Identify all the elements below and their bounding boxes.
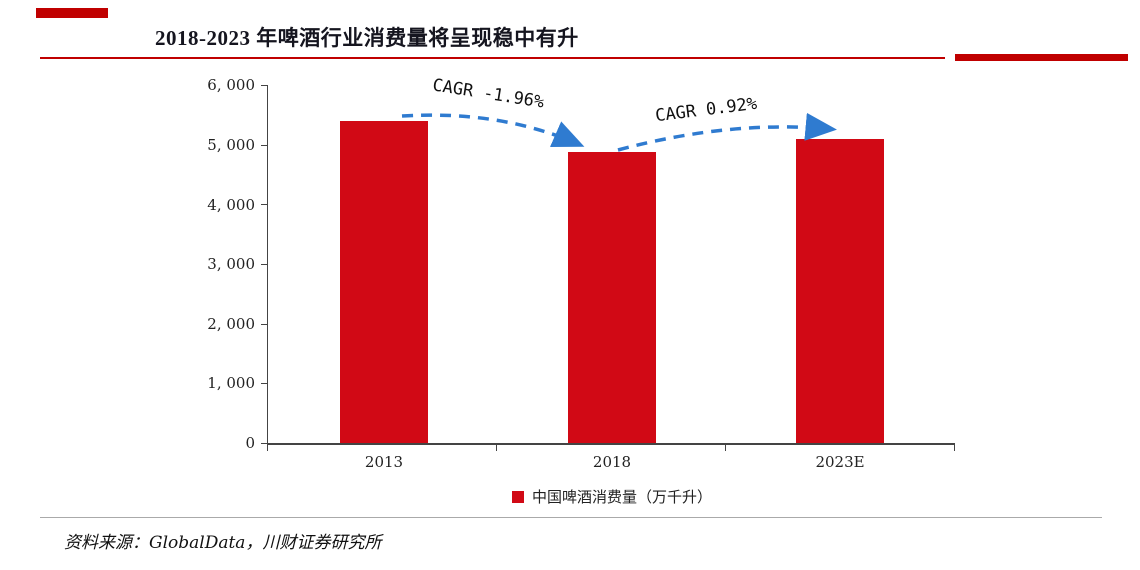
footer-divider [40, 517, 1102, 518]
x-tick-label: 2018 [592, 453, 632, 471]
y-axis-tick [261, 145, 267, 146]
bar-2013 [340, 121, 428, 443]
chart-legend: 中国啤酒消费量（万千升） [268, 486, 956, 507]
legend-label: 中国啤酒消费量（万千升） [531, 489, 712, 506]
page-title: 2018-2023 年啤酒行业消费量将呈现稳中有升 [155, 26, 579, 50]
x-axis-tick [267, 445, 268, 451]
x-axis-tick [954, 445, 955, 451]
x-axis-tick [496, 445, 497, 451]
cagr-annotation-2: CAGR 0.92% [654, 93, 759, 127]
cagr-arrow-1 [401, 113, 585, 148]
decorative-red-bar [36, 8, 108, 18]
bar-2018 [568, 152, 656, 443]
legend-swatch [511, 490, 524, 503]
y-axis-tick [261, 85, 267, 86]
y-tick-label: 4, 000 [207, 196, 255, 214]
y-tick-label: 0 [245, 434, 255, 452]
cagr-annotation-1: CAGR -1.96% [431, 75, 546, 113]
y-axis [267, 85, 268, 443]
source-note: 资料来源：GlobalData，川财证券研究所 [64, 533, 382, 553]
x-tick-label: 2013 [364, 453, 404, 471]
y-tick-label: 5, 000 [207, 136, 255, 154]
title-accent-rule [955, 54, 1128, 61]
y-axis-tick [261, 324, 267, 325]
bar-2023e [796, 139, 884, 443]
y-axis-tick [261, 204, 267, 205]
y-tick-label: 6, 000 [207, 76, 255, 94]
y-axis-tick [261, 264, 267, 265]
x-axis [267, 443, 955, 445]
y-axis-tick [261, 383, 267, 384]
y-tick-label: 2, 000 [207, 315, 255, 333]
title-underline-rule [40, 57, 945, 59]
x-tick-label: 2023E [815, 453, 865, 471]
y-tick-label: 1, 000 [207, 374, 255, 392]
y-tick-label: 3, 000 [207, 255, 255, 273]
x-axis-tick [725, 445, 726, 451]
y-axis-tick [261, 443, 267, 444]
